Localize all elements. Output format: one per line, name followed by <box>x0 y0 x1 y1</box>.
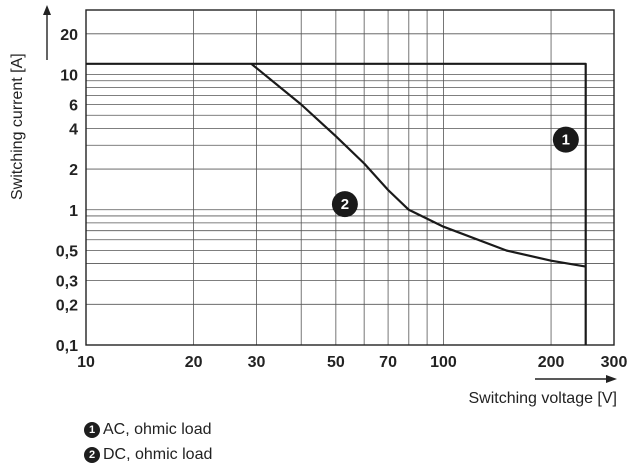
x-tick-label: 10 <box>77 354 95 371</box>
x-tick-label: 200 <box>538 354 565 371</box>
curves <box>86 62 587 345</box>
curve-badge-2 <box>331 191 358 218</box>
series-line-2 <box>250 62 586 268</box>
legend-item-dc: 2 DC, ohmic load <box>84 442 212 467</box>
curve-badge-label: 2 <box>341 196 349 213</box>
y-tick-label: 20 <box>60 27 78 44</box>
curve-badges: 12 <box>331 126 579 218</box>
plot-frame <box>85 9 615 346</box>
grid-lines <box>86 10 614 345</box>
y-tick-label: 2 <box>69 162 78 179</box>
x-axis-title: Switching voltage [V] <box>468 390 617 407</box>
switching-chart: 10 20 30 50 70 100 200 300 0,10,20,30,512461020… <box>9 5 627 407</box>
curve-badge-label: 1 <box>562 132 570 149</box>
legend-item-ac: 1 AC, ohmic load <box>84 417 212 442</box>
y-axis-title: Switching current [A] <box>9 53 26 200</box>
y-tick-label: 1 <box>69 203 78 220</box>
y-tick-label: 4 <box>69 121 78 138</box>
x-tick-label: 100 <box>430 354 457 371</box>
legend-marker-2: 2 <box>84 446 100 463</box>
y-tick-label: 0,3 <box>56 273 78 290</box>
y-tick-label: 0,1 <box>56 338 78 355</box>
x-axis-arrowhead <box>606 375 617 383</box>
x-tick-label: 50 <box>327 354 345 371</box>
curve-badge-1 <box>552 126 579 153</box>
x-tick-label: 30 <box>248 354 266 371</box>
legend-label-dc: DC, ohmic load <box>103 445 213 463</box>
legend-label-ac: AC, ohmic load <box>103 420 212 438</box>
y-tick-label: 0,2 <box>56 297 78 314</box>
y-axis-arrowhead <box>43 5 51 15</box>
y-tick-label: 0,5 <box>56 243 78 260</box>
x-tick-label: 20 <box>185 354 203 371</box>
x-tick-label: 70 <box>379 354 397 371</box>
y-tick-label: 10 <box>60 68 78 85</box>
x-tick-label: 300 <box>601 354 628 371</box>
y-axis-ticks: 0,1 0,2 0,3 0,5 1 2 4 6 10 20 <box>56 27 78 355</box>
y-tick-label: 6 <box>69 98 78 115</box>
legend: 1 AC, ohmic load 2 DC, ohmic load <box>84 417 212 467</box>
x-axis-ticks: 10 20 30 50 70 100 200 300 <box>77 354 627 371</box>
legend-marker-1: 1 <box>84 421 100 438</box>
